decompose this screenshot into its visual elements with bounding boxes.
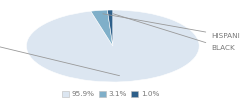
Wedge shape — [26, 10, 199, 82]
Text: BLACK: BLACK — [113, 14, 235, 51]
Text: WHITE: WHITE — [0, 37, 120, 76]
Text: HISPANIC: HISPANIC — [103, 14, 240, 39]
Legend: 95.9%, 3.1%, 1.0%: 95.9%, 3.1%, 1.0% — [59, 88, 162, 100]
Wedge shape — [91, 10, 113, 46]
Wedge shape — [107, 10, 113, 46]
